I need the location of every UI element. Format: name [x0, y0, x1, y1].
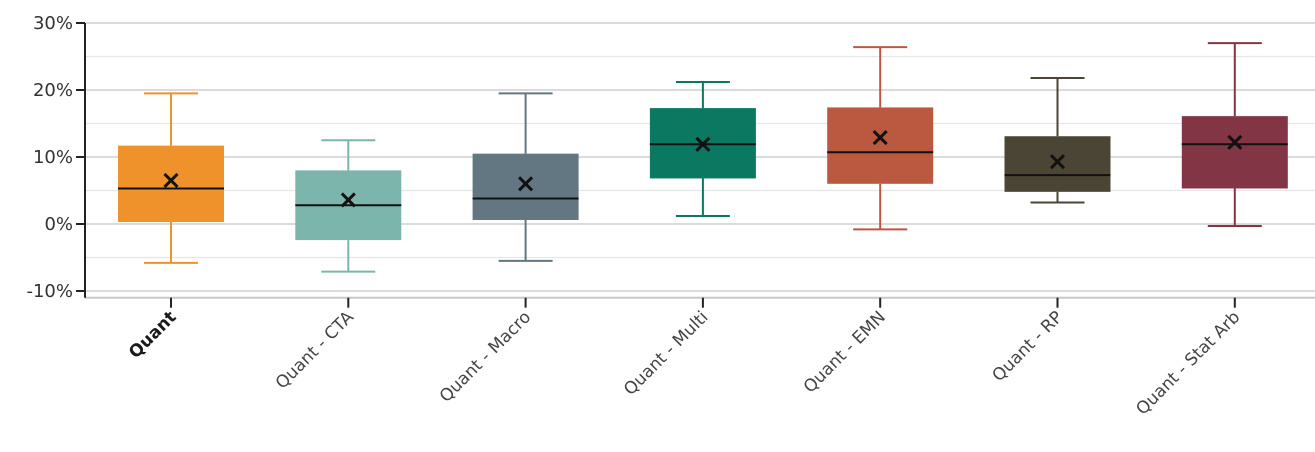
box-iqr	[472, 153, 579, 220]
x-category-label: Quant - Stat Arb	[1132, 307, 1244, 419]
boxes	[118, 42, 1288, 308]
x-category-label: Quant - Multi	[620, 307, 712, 399]
y-tick-label: 20%	[33, 80, 73, 101]
y-tick-label: 30%	[33, 13, 73, 34]
mean-marker-stroke	[163, 172, 179, 189]
mean-marker-stroke	[695, 136, 711, 152]
y-tick-label: 10%	[33, 147, 73, 168]
mean-marker	[695, 136, 711, 152]
mean-marker-stroke	[872, 130, 888, 146]
box-group	[649, 80, 756, 308]
mean-marker	[1049, 154, 1066, 170]
y-tick-label: 0%	[44, 214, 73, 235]
x-category-label: Quant	[125, 307, 180, 362]
mean-marker	[872, 130, 888, 146]
box-iqr	[118, 145, 224, 222]
mean-marker	[1227, 134, 1243, 150]
grid-layer	[85, 22, 1315, 292]
mean-marker	[163, 172, 179, 189]
box-group	[472, 92, 579, 308]
box-iqr	[827, 107, 934, 184]
box-iqr	[1004, 136, 1111, 192]
mean-marker-stroke	[1049, 154, 1066, 170]
box-group	[295, 139, 402, 308]
box-group	[827, 46, 934, 308]
x-category-label: Quant - RP	[989, 307, 1068, 386]
box-group	[1181, 42, 1288, 308]
mean-marker	[340, 192, 356, 208]
box-group	[1004, 76, 1111, 308]
mean-marker-stroke	[340, 192, 356, 208]
x-axis-labels: Quant Quant - CTA Quant - Macro Quant - Mul…	[125, 307, 1244, 419]
mean-marker-stroke	[1227, 134, 1243, 150]
y-axis: -10% 0% 10% 20% 30%	[26, 13, 1315, 302]
mean-marker-stroke	[518, 176, 534, 192]
x-category-label: Quant - EMN	[800, 307, 890, 397]
y-tick-label: -10%	[26, 281, 73, 302]
x-category-label: Quant - Macro	[436, 307, 535, 406]
box-group	[118, 92, 224, 308]
mean-marker	[518, 176, 534, 192]
x-category-label: Quant - CTA	[272, 307, 358, 393]
box-iqr	[1181, 116, 1288, 189]
